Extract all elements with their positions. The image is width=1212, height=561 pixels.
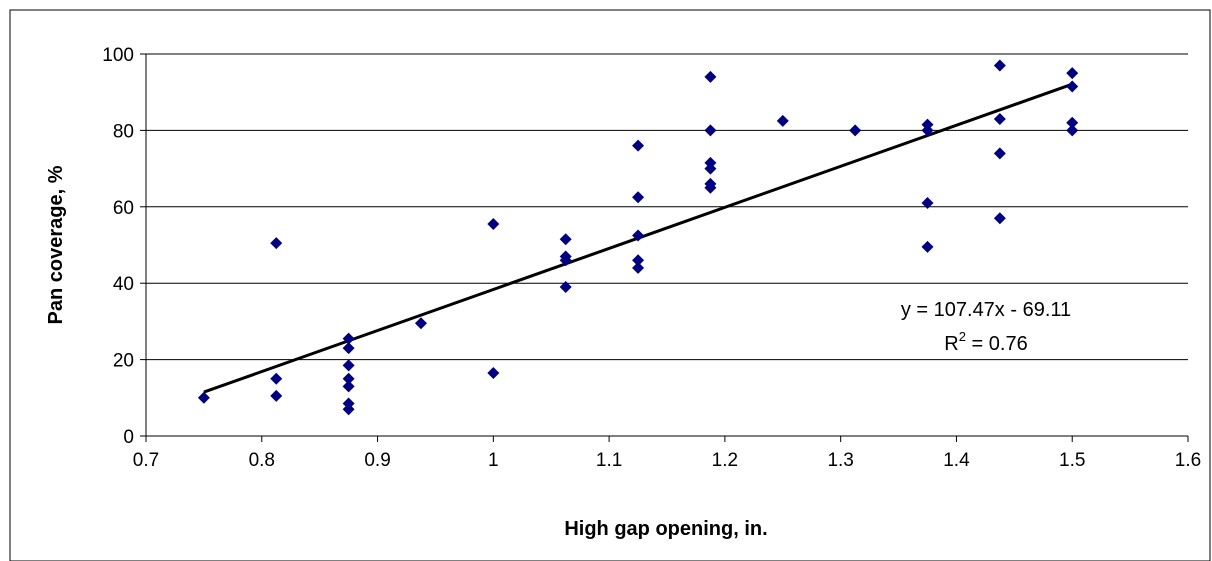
- data-point: [921, 240, 934, 253]
- data-point: [487, 217, 500, 230]
- data-point: [342, 380, 355, 393]
- data-point: [342, 359, 355, 372]
- trendline-r-squared: R2 = 0.76: [944, 329, 1027, 355]
- x-tick-label: 1.4: [943, 450, 970, 471]
- data-point: [993, 112, 1006, 125]
- y-tick-label: 0: [123, 427, 134, 448]
- data-point: [342, 332, 355, 345]
- y-tick-label: 40: [113, 274, 134, 295]
- data-point: [993, 147, 1006, 160]
- y-tick-label: 100: [102, 45, 134, 66]
- data-point: [704, 181, 717, 194]
- x-tick-label: 1.5: [1059, 450, 1085, 471]
- data-point: [632, 139, 645, 152]
- data-point: [559, 233, 572, 246]
- data-point: [197, 391, 210, 404]
- data-point: [632, 191, 645, 204]
- data-points: [197, 59, 1079, 416]
- chart-border: [9, 9, 1211, 561]
- data-point: [270, 372, 283, 385]
- data-point: [632, 254, 645, 267]
- data-point: [704, 124, 717, 137]
- y-tick-label: 60: [113, 198, 134, 219]
- axes: [140, 53, 1189, 442]
- x-tick-label: 1.6: [1175, 450, 1201, 471]
- y-tick-label: 80: [113, 121, 134, 142]
- data-point: [632, 261, 645, 274]
- data-point: [559, 281, 572, 294]
- data-point: [414, 317, 427, 330]
- x-tick-label: 0.7: [133, 450, 159, 471]
- data-point: [1066, 67, 1079, 80]
- data-point: [270, 237, 283, 250]
- x-tick-label: 0.8: [249, 450, 275, 471]
- r2-prefix: R: [944, 333, 958, 355]
- r2-suffix: = 0.76: [966, 333, 1028, 355]
- data-point: [776, 114, 789, 127]
- trendline-equation: y = 107.47x - 69.11: [901, 299, 1071, 321]
- x-tick-label: 1: [488, 450, 499, 471]
- data-point: [342, 403, 355, 416]
- data-point: [704, 162, 717, 175]
- data-point: [1066, 80, 1079, 93]
- data-point: [1066, 124, 1079, 137]
- data-point: [704, 70, 717, 83]
- data-point: [270, 389, 283, 402]
- gridlines: [146, 53, 1188, 361]
- data-point: [342, 342, 355, 355]
- x-tick-label: 1.1: [596, 450, 622, 471]
- x-tick-label: 1.3: [827, 450, 853, 471]
- data-point: [342, 372, 355, 385]
- x-tick-label: 0.9: [364, 450, 390, 471]
- data-point: [921, 196, 934, 209]
- y-tick-label: 20: [113, 351, 134, 372]
- data-point: [487, 366, 500, 379]
- data-point: [849, 124, 862, 137]
- y-axis-title: Pan coverage, %: [45, 165, 67, 324]
- data-point: [993, 59, 1006, 72]
- tick-labels: 0 20 40 60 80 100 0.7 0.8 0.9 1 1.1 1.2 1.3 1.4 1.5 1.6: [102, 45, 1201, 471]
- data-point: [921, 124, 934, 137]
- r2-superscript: 2: [959, 329, 966, 344]
- data-point: [559, 254, 572, 267]
- x-tick-label: 1.2: [712, 450, 738, 471]
- data-point: [632, 229, 645, 242]
- data-point: [1066, 116, 1079, 129]
- data-point: [993, 212, 1006, 225]
- x-axis-title: High gap opening, in.: [564, 518, 767, 540]
